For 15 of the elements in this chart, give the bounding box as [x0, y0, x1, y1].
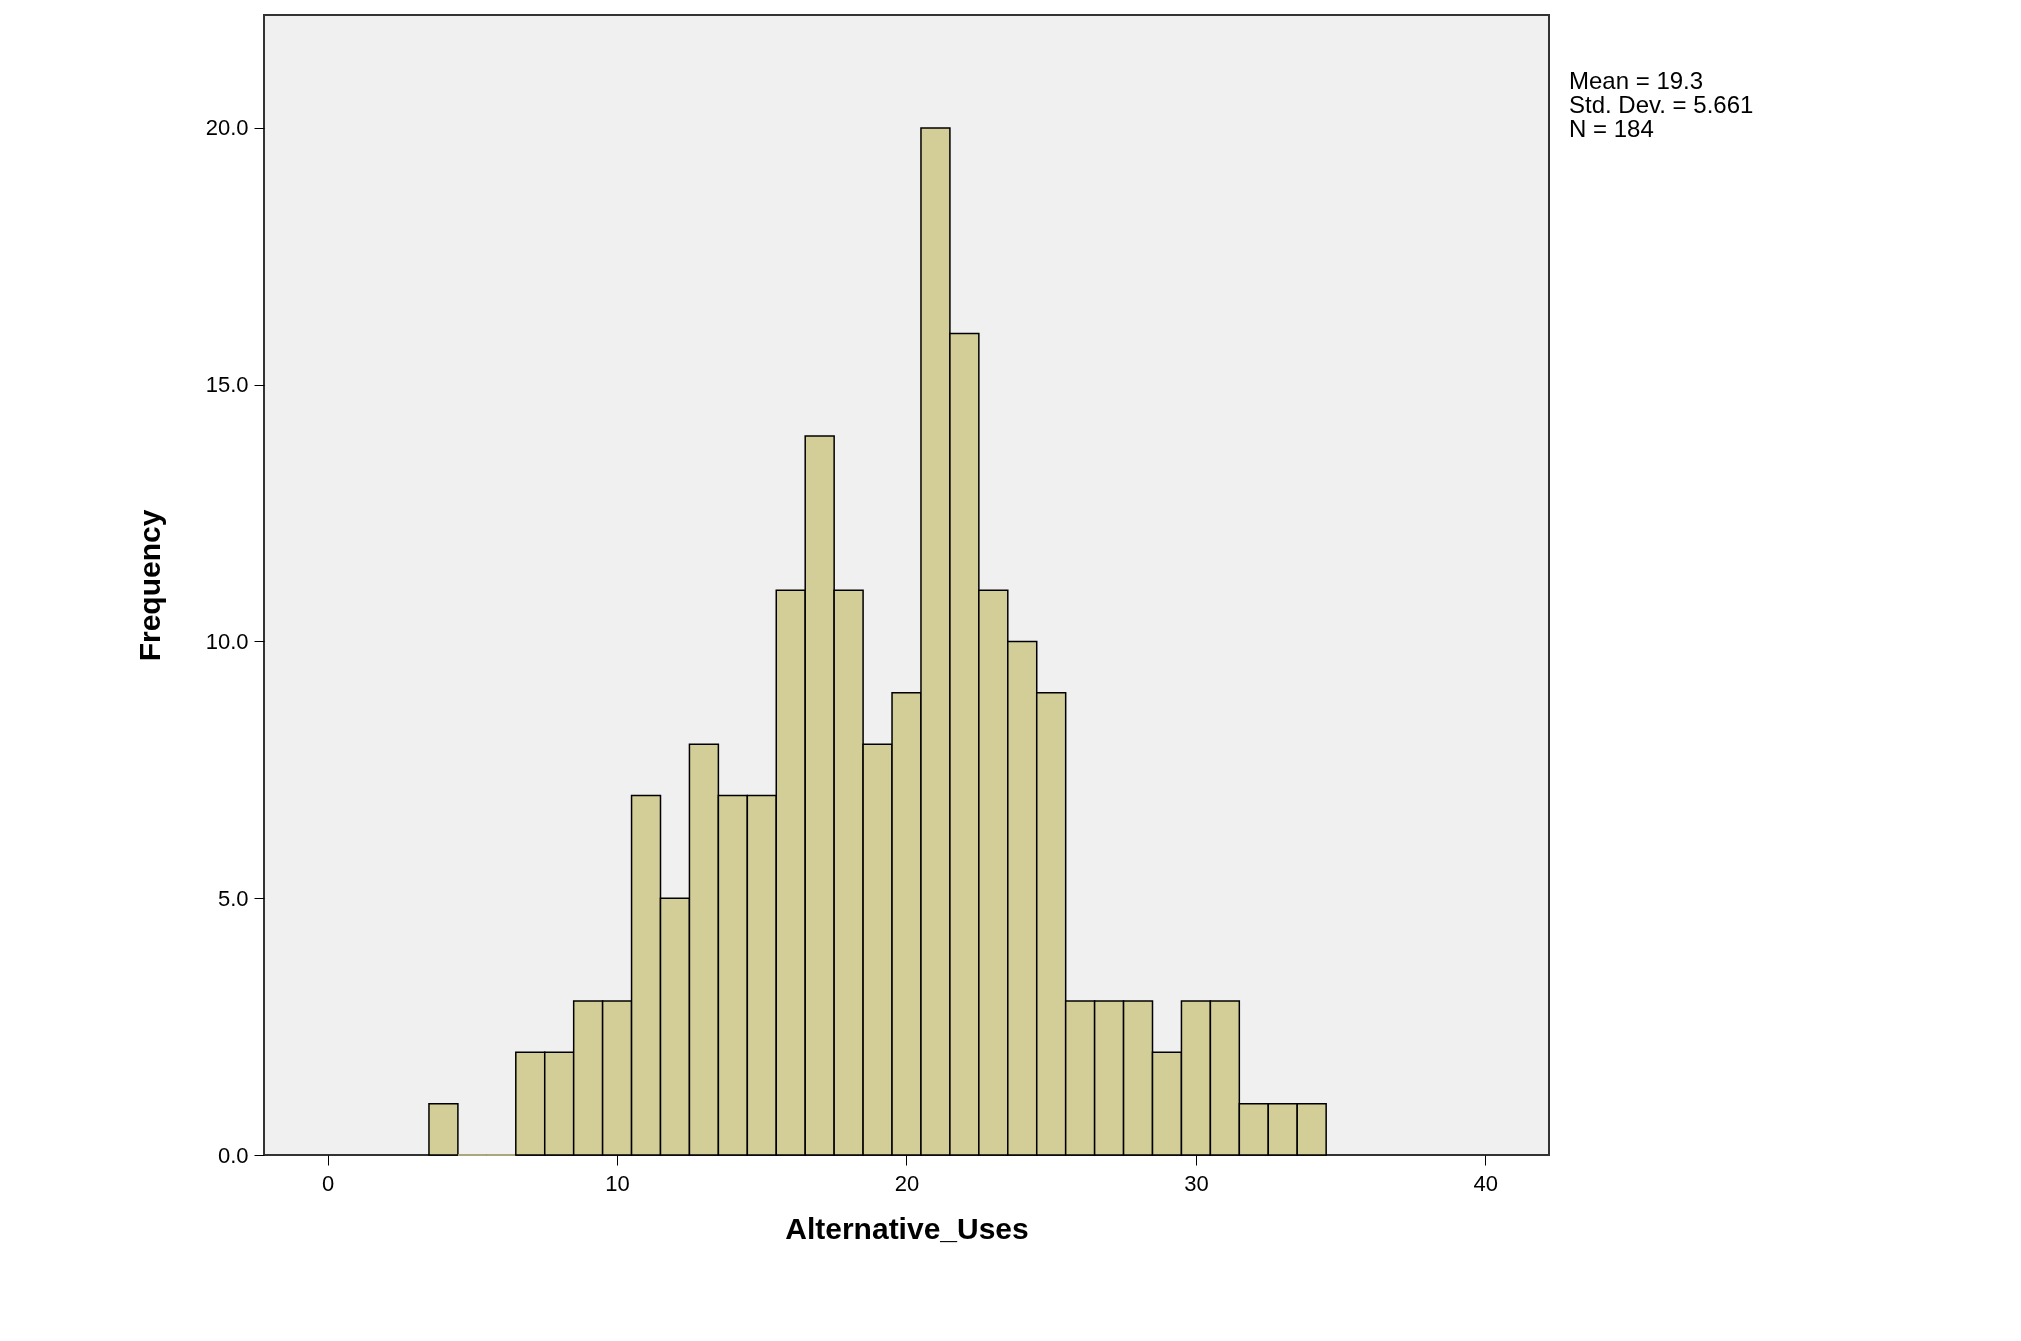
y-axis-title: Frequency: [132, 509, 166, 662]
y-tick-label: 5.0: [217, 885, 249, 911]
x-axis-title: Alternative_Uses: [785, 1211, 1029, 1245]
text: Std. Dev. = 5.661: [1569, 91, 1754, 118]
x-tick-label: 30: [1184, 1170, 1209, 1196]
text: N = 184: [1569, 115, 1654, 142]
y-tick-label: 0.0: [217, 1142, 249, 1168]
y-tick-label: 15.0: [205, 372, 249, 398]
text: Mean = 19.3: [1569, 67, 1704, 94]
y-tick-label: 20.0: [205, 115, 249, 141]
x-tick-label: 40: [1473, 1170, 1499, 1196]
x-tick-label: 20: [894, 1170, 920, 1196]
y-tick-label: 10.0: [205, 628, 249, 654]
x-tick-label: 0: [322, 1170, 335, 1196]
x-tick-label: 10: [605, 1170, 630, 1196]
